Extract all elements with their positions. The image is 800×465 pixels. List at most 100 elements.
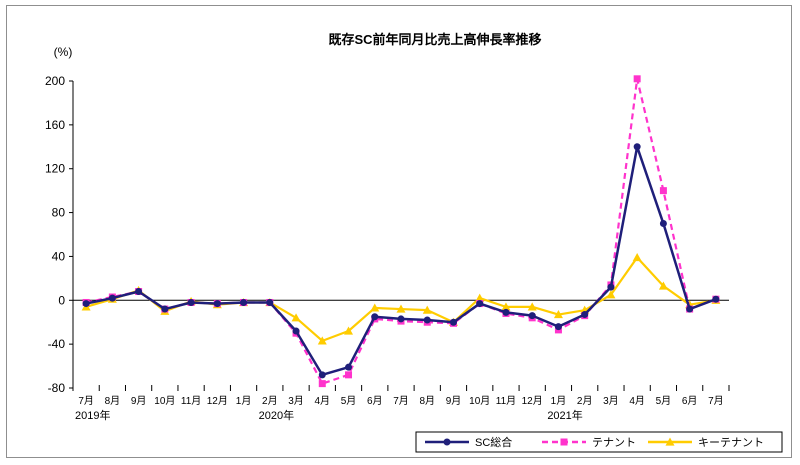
data-point: [422, 305, 432, 314]
data-point: [397, 315, 405, 323]
x-tick-label: 2月: [262, 395, 278, 407]
data-point: [553, 310, 563, 319]
data-point: [344, 326, 354, 335]
x-tick-label: 10月: [469, 395, 490, 407]
x-year-label: 2020年: [259, 408, 294, 422]
data-point: [108, 294, 116, 302]
y-tick-label: 160: [45, 118, 65, 132]
data-point: [318, 371, 326, 379]
data-point: [581, 311, 589, 319]
y-tick-label: 40: [52, 249, 66, 263]
x-tick-label: 5月: [341, 395, 357, 407]
series-1: [82, 143, 720, 379]
x-tick-label: 9月: [131, 395, 147, 407]
x-tick-label: 9月: [446, 395, 462, 407]
data-point: [318, 380, 326, 388]
x-tick-label: 11月: [496, 395, 516, 407]
y-tick-label: -80: [48, 381, 66, 395]
legend-box: [415, 431, 783, 453]
legend-label: キーテナント: [698, 436, 764, 449]
x-tick-labels: 7月 8月 9月 10月 11月 12月 1月 2月 3月 4月 5月 6月 7月 8月 9月 10月 11月 1…: [75, 395, 724, 422]
x-tick-label: 8月: [105, 395, 121, 407]
x-tick-label: 4月: [314, 395, 330, 407]
data-point: [345, 371, 353, 379]
data-point: [396, 304, 406, 313]
legend-item: SC総合: [425, 435, 512, 449]
x-tick-label: 6月: [367, 395, 383, 407]
data-point: [658, 281, 668, 290]
x-tick-label: 8月: [419, 395, 435, 407]
legend-label: SC総合: [475, 435, 512, 449]
x-tick-label: 2月: [577, 395, 593, 407]
data-point: [82, 300, 90, 308]
series-3: [81, 253, 721, 345]
legend-marker: [443, 438, 451, 446]
data-point: [240, 298, 248, 306]
x-tick-label: 10月: [154, 395, 175, 407]
x-tick-label: 7月: [78, 395, 94, 407]
data-point: [633, 75, 641, 83]
data-point: [632, 253, 642, 262]
data-point: [291, 313, 301, 322]
data-point: [476, 300, 484, 308]
y-axis-label: (%): [54, 45, 73, 59]
x-year-label: 2019年: [75, 408, 110, 422]
axes: [69, 80, 730, 391]
data-point: [686, 305, 694, 313]
data-point: [135, 288, 143, 296]
x-year-label: 2021年: [547, 408, 582, 422]
x-tick-label: 4月: [629, 395, 645, 407]
data-point: [292, 327, 300, 335]
x-tick-label: 5月: [656, 395, 672, 407]
data-point: [659, 187, 667, 195]
y-tick-label: 80: [52, 206, 66, 220]
legend-marker: [560, 438, 568, 446]
data-point: [607, 283, 615, 291]
x-tick-label: 1月: [551, 395, 567, 407]
chart-frame: 既存SC前年同月比売上高伸長率推移 (%) -80 -40 0 40 80 120 160 2…: [6, 5, 792, 458]
data-point: [659, 220, 667, 228]
x-tick-label: 6月: [682, 395, 698, 407]
data-point: [371, 313, 379, 321]
data-point: [161, 305, 169, 313]
chart-title: 既存SC前年同月比売上高伸長率推移: [328, 32, 541, 47]
data-point: [475, 293, 485, 302]
data-point: [370, 303, 380, 312]
y-tick-label: 200: [45, 74, 65, 88]
data-point: [187, 298, 195, 306]
data-point: [449, 318, 457, 326]
series-layer: [81, 75, 721, 388]
x-tick-label: 1月: [236, 395, 252, 407]
data-point: [606, 290, 616, 299]
data-point: [527, 302, 537, 311]
data-point: [554, 323, 562, 331]
data-point: [712, 295, 720, 303]
series-line: [85, 256, 717, 342]
legend-item: キーテナント: [648, 436, 764, 449]
x-tick-label: 3月: [603, 395, 619, 407]
data-point: [266, 298, 274, 306]
x-tick-label: 12月: [207, 395, 228, 407]
series-2: [82, 75, 720, 388]
data-point: [317, 336, 327, 345]
data-point: [528, 312, 536, 320]
legend: SC総合 テナント キーテナント: [415, 431, 783, 453]
x-tick-label: 12月: [522, 395, 543, 407]
x-tick-label: 3月: [288, 395, 304, 407]
data-point: [502, 308, 510, 316]
y-tick-label: 120: [45, 162, 65, 176]
x-tick-label: 7月: [708, 395, 724, 407]
data-point: [633, 143, 641, 151]
y-tick-label: 0: [58, 293, 65, 307]
legend-label: テナント: [592, 436, 636, 449]
line-chart: 既存SC前年同月比売上高伸長率推移 (%) -80 -40 0 40 80 120 160 2…: [45, 32, 783, 453]
data-point: [501, 302, 511, 311]
y-tick-labels: -80 -40 0 40 80 120 160 200: [45, 74, 65, 395]
y-tick-label: -40: [48, 337, 66, 351]
data-point: [213, 300, 221, 308]
x-tick-label: 7月: [393, 395, 409, 407]
data-point: [345, 363, 353, 371]
data-point: [423, 316, 431, 324]
series-line: [85, 145, 717, 377]
legend-marker: [665, 437, 675, 446]
